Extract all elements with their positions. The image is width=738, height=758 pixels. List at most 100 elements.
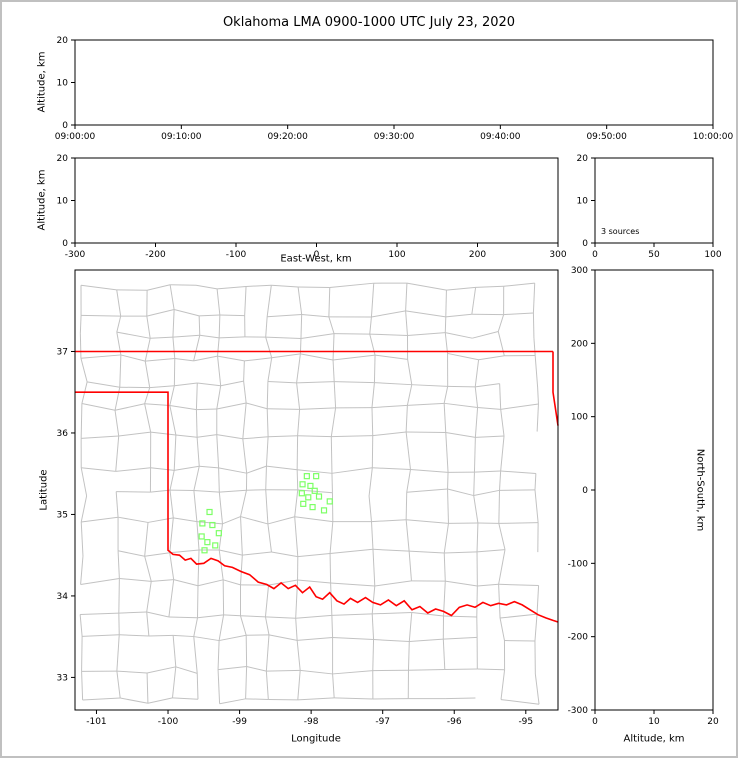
county-line [331, 615, 334, 638]
county-line [80, 556, 84, 585]
county-line [81, 516, 119, 523]
county-line [498, 583, 539, 586]
county-line [408, 668, 445, 671]
county-line [193, 355, 218, 362]
tick-label: -100 [158, 717, 179, 727]
county-line [265, 671, 269, 700]
tick-label: 300 [549, 250, 566, 260]
county-line [473, 495, 479, 524]
tick-label: -200 [145, 250, 166, 260]
county-line [295, 614, 332, 619]
county-line [473, 472, 475, 496]
county-line [169, 490, 174, 518]
county-line [144, 338, 151, 362]
county-line [223, 614, 241, 617]
county-line [471, 287, 477, 315]
tick-label: -97 [375, 717, 390, 727]
county-line [240, 490, 247, 517]
county-line [271, 551, 298, 558]
county-line [115, 467, 151, 472]
county-line [173, 517, 197, 523]
axes-frame [74, 39, 714, 126]
county-line [196, 408, 217, 411]
tick-label: 34 [57, 592, 69, 602]
county-line [271, 353, 301, 359]
county-line [196, 673, 199, 700]
source-marker [326, 498, 333, 505]
county-line [372, 431, 407, 437]
county-line [244, 286, 247, 316]
county-line [372, 548, 410, 552]
county-line [497, 314, 505, 332]
county-line [478, 355, 505, 361]
county-line [297, 697, 335, 701]
county-line [445, 313, 472, 318]
sources-count-annotation: 3 sources [601, 227, 639, 236]
county-line [477, 668, 505, 671]
county-line [369, 316, 372, 335]
county-line [297, 670, 301, 700]
county-line [82, 697, 121, 701]
county-line [536, 585, 540, 615]
county-line [114, 387, 121, 411]
county-line [246, 402, 268, 410]
county-line [80, 495, 88, 523]
tick-label: 0 [62, 121, 68, 131]
county-line [168, 579, 175, 618]
county-line [333, 381, 337, 408]
county-line [172, 337, 176, 359]
tick-label: 10 [57, 79, 69, 89]
county-line [447, 488, 449, 524]
county-line [296, 353, 301, 383]
county-line [265, 466, 267, 490]
county-line [219, 336, 245, 339]
county-line [81, 435, 119, 439]
county-line [371, 519, 407, 523]
county-line [500, 613, 538, 619]
county-line [220, 380, 244, 387]
county-line [444, 551, 478, 554]
county-line [373, 639, 410, 643]
tick-label: 37 [57, 347, 68, 357]
county-line [373, 355, 376, 383]
county-line [240, 516, 269, 525]
county-line [223, 579, 241, 586]
county-line [265, 436, 269, 467]
county-line [294, 516, 333, 523]
county-line [294, 516, 299, 557]
county-line [193, 335, 201, 361]
county-line [79, 315, 82, 334]
county-line [330, 582, 375, 587]
county-line [242, 436, 269, 440]
county-line [173, 434, 177, 471]
county-line [79, 333, 82, 359]
county-line [146, 672, 149, 704]
county-line [409, 638, 444, 643]
county-line [146, 611, 170, 618]
county-line [406, 431, 446, 434]
county-line [174, 465, 200, 471]
county-line [219, 549, 243, 556]
county-line [120, 354, 146, 362]
county-line [445, 697, 476, 700]
county-line [534, 355, 539, 388]
county-line [300, 333, 335, 340]
source-marker [198, 533, 205, 540]
county-line [407, 402, 445, 406]
ew-panel-ylabel: Altitude, km [36, 169, 48, 231]
county-line [151, 579, 174, 582]
county-line [81, 314, 121, 317]
county-line [117, 550, 120, 579]
county-line [369, 333, 408, 337]
county-line [116, 634, 120, 672]
county-line [150, 336, 173, 339]
tick-label: 50 [648, 250, 660, 260]
tick-label: 09:20:00 [267, 132, 308, 142]
county-line [266, 408, 269, 437]
county-line [217, 355, 245, 362]
county-line [443, 553, 446, 582]
tick-label: 0 [62, 239, 68, 249]
tick-label: 20 [57, 36, 69, 46]
county-line [217, 640, 220, 670]
